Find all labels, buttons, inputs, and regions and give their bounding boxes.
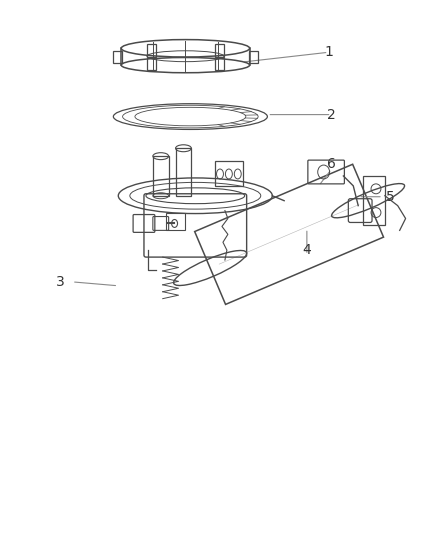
Text: 1: 1 bbox=[324, 45, 333, 59]
Text: 5: 5 bbox=[386, 190, 395, 204]
Text: 6: 6 bbox=[327, 157, 336, 171]
Text: 2: 2 bbox=[327, 108, 336, 122]
Text: 3: 3 bbox=[56, 275, 64, 289]
Text: 4: 4 bbox=[303, 243, 311, 257]
